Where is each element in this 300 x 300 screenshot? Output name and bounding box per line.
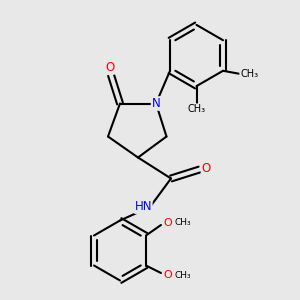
Text: HN: HN (135, 200, 152, 214)
Text: O: O (202, 161, 211, 175)
Text: CH₃: CH₃ (174, 271, 191, 280)
Text: O: O (105, 61, 114, 74)
Text: CH₃: CH₃ (240, 69, 258, 79)
Text: N: N (152, 97, 160, 110)
Text: O: O (163, 218, 172, 228)
Text: O: O (163, 270, 172, 280)
Text: CH₃: CH₃ (188, 104, 206, 114)
Text: CH₃: CH₃ (174, 218, 191, 227)
